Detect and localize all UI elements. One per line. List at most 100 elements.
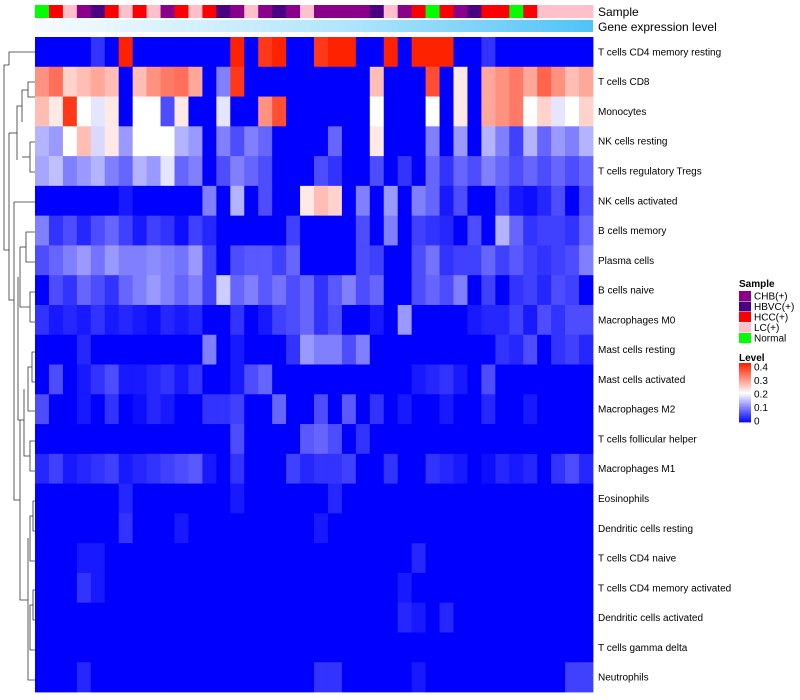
legend-level-band <box>739 373 751 376</box>
heatmap-cell <box>90 185 106 217</box>
heatmap-cell <box>118 245 134 276</box>
heatmap-cell <box>565 453 580 484</box>
row-label: T cells regulatory Tregs <box>598 166 702 177</box>
legend-level-band <box>739 413 751 416</box>
legend-sample-swatch <box>739 291 751 301</box>
heatmap-cell <box>216 156 231 187</box>
heatmap-cell <box>300 245 315 276</box>
heatmap-cell <box>383 424 399 455</box>
heatmap-cell <box>35 453 50 484</box>
heatmap-cell <box>35 394 50 425</box>
heatmap-cell <box>146 304 161 336</box>
heatmap-cell <box>314 513 329 544</box>
heatmap-cell <box>286 126 301 157</box>
heatmap-cell <box>537 245 552 276</box>
heatmap-cell <box>383 394 399 425</box>
heatmap-cell <box>146 453 161 484</box>
sample-annotation-cell <box>300 5 315 18</box>
heatmap-cell <box>174 66 189 97</box>
heatmap-cell <box>314 364 329 395</box>
heatmap-cell <box>62 543 78 574</box>
heatmap-cell <box>355 602 371 633</box>
legend-level-band <box>739 380 751 383</box>
heatmap-cell <box>397 185 413 217</box>
heatmap-cell <box>146 275 161 306</box>
heatmap-cell <box>523 126 538 157</box>
heatmap-cell <box>188 543 203 574</box>
heatmap-cell <box>35 275 50 306</box>
heatmap-cell <box>188 185 203 217</box>
heatmap-cell <box>579 215 594 246</box>
heatmap-cell <box>258 364 273 395</box>
heatmap-cell <box>35 364 50 395</box>
heatmap-cell <box>258 424 273 455</box>
heatmap-cell <box>355 513 371 544</box>
heatmap-cell <box>523 572 538 604</box>
heatmap-cell <box>272 513 287 544</box>
heatmap-cell <box>314 304 329 336</box>
legend-level-band <box>739 367 751 370</box>
heatmap-cell <box>146 334 161 365</box>
heatmap-cell <box>411 543 426 574</box>
heatmap-cell <box>286 513 301 544</box>
heatmap-cell <box>383 513 399 544</box>
heatmap-cell <box>188 96 203 127</box>
heatmap-cell <box>76 304 92 336</box>
heatmap-cell <box>579 364 594 395</box>
heatmap-cell <box>341 602 357 633</box>
heatmap-cell <box>300 483 315 514</box>
heatmap-cell <box>160 572 175 604</box>
heatmap-cell <box>286 245 301 276</box>
heatmap-cell <box>439 66 454 97</box>
heatmap-cell <box>286 215 301 246</box>
heatmap-cell <box>230 215 245 246</box>
heatmap-cell <box>244 632 259 663</box>
heatmap-cell <box>565 37 580 68</box>
heatmap-cell <box>383 572 399 604</box>
legend-sample-swatch <box>739 322 751 333</box>
heatmap-cell <box>230 334 245 365</box>
heatmap-cell <box>523 364 538 395</box>
heatmap-cell <box>551 453 566 484</box>
heatmap-cell <box>495 453 510 484</box>
heatmap-cell <box>132 364 147 395</box>
legend-level-band <box>739 402 751 405</box>
legend-level-band <box>739 379 751 382</box>
heatmap-cell <box>216 453 231 484</box>
heatmap-cell <box>216 394 231 425</box>
heatmap-cell <box>579 96 594 127</box>
heatmap-cell <box>523 543 538 574</box>
heatmap-cell <box>355 334 371 365</box>
heatmap-cell <box>523 304 538 336</box>
heatmap-cell <box>90 245 106 276</box>
heatmap-cell <box>369 66 385 97</box>
legend-sample-label: LC(+) <box>754 323 779 334</box>
heatmap-cell <box>132 66 147 97</box>
heatmap-cell <box>523 483 538 514</box>
heatmap-cell <box>341 37 357 68</box>
heatmap-cell <box>230 572 245 604</box>
heatmap-cell <box>118 275 134 306</box>
heatmap-cell <box>202 215 217 246</box>
heatmap-cell <box>397 483 413 514</box>
row-label: B cells memory <box>598 226 666 237</box>
heatmap-cell <box>272 602 287 633</box>
row-label: Macrophages M1 <box>598 464 676 475</box>
row-label: T cells follicular helper <box>598 434 697 445</box>
heatmap-cell <box>397 453 413 484</box>
heatmap-cell <box>286 483 301 514</box>
heatmap-cell <box>118 215 134 246</box>
dendrogram-branch <box>3 64 9 251</box>
heatmap-cell <box>341 185 357 217</box>
heatmap-cell <box>481 215 496 246</box>
heatmap-cell <box>341 215 357 246</box>
heatmap-cell <box>439 453 454 484</box>
heatmap-cell <box>425 602 440 633</box>
heatmap-cell <box>411 275 426 306</box>
heatmap-cell <box>439 424 454 455</box>
heatmap-cell <box>439 513 454 544</box>
heatmap-cell <box>341 275 357 306</box>
heatmap-cell <box>439 483 454 514</box>
heatmap-cell <box>230 602 245 633</box>
heatmap-cell <box>314 245 329 276</box>
